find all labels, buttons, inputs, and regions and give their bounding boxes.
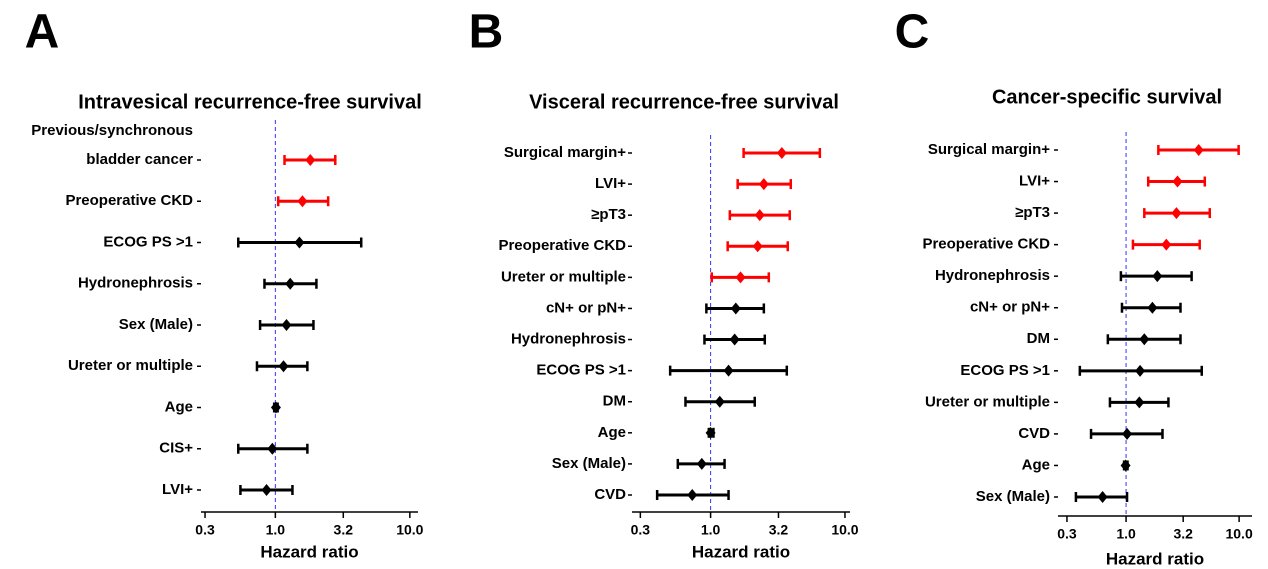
point-estimate <box>735 271 746 284</box>
point-estimate <box>1122 427 1133 440</box>
panel-letter: A <box>25 6 60 59</box>
row-label: DM <box>1027 330 1050 347</box>
row-label: Preoperative CKD <box>65 192 193 209</box>
point-estimate <box>278 360 289 373</box>
point-estimate <box>1120 459 1131 472</box>
point-estimate <box>281 319 292 331</box>
point-estimate <box>1135 364 1146 377</box>
row-label: Sex (Male) <box>976 488 1050 505</box>
row-label: Preoperative CKD <box>922 236 1050 253</box>
point-estimate <box>776 147 787 159</box>
row-label: ECOG PS >1 <box>960 362 1050 379</box>
point-estimate <box>261 484 272 496</box>
row-label: ≥pT3 <box>591 206 626 223</box>
row-label: CVD <box>594 486 626 503</box>
row-label: Surgical margin+ <box>928 141 1050 158</box>
row-label: cN+ or pN+ <box>970 299 1050 316</box>
point-estimate <box>1172 175 1183 188</box>
row-label: ≥pT3 <box>1015 204 1050 221</box>
row-label: LVI+ <box>595 175 626 192</box>
x-tick-label: 10.0 <box>396 522 423 538</box>
point-estimate <box>1097 491 1108 503</box>
point-estimate <box>285 277 296 290</box>
x-axis-label: Hazard ratio <box>1106 549 1204 568</box>
point-estimate <box>723 364 734 377</box>
row-label: ECOG PS >1 <box>103 233 193 250</box>
x-tick-label: 0.3 <box>1057 526 1077 542</box>
x-tick-label: 10.0 <box>1225 526 1252 542</box>
panel-title: Visceral recurrence-free survival <box>529 91 839 113</box>
point-estimate <box>1134 396 1145 409</box>
row-label: Ureter or multiple <box>501 268 626 285</box>
x-tick-label: 1.0 <box>1116 526 1136 542</box>
panel-title: Cancer-specific survival <box>992 86 1222 108</box>
point-estimate <box>267 442 278 455</box>
row-label: Hydronephrosis <box>78 275 193 292</box>
panel-letter: C <box>895 6 930 59</box>
point-estimate <box>752 240 763 253</box>
row-label: Previous/synchronous bladder cancer <box>31 122 193 168</box>
row-label: LVI+ <box>162 481 193 498</box>
row-label: Sex (Male) <box>119 316 193 333</box>
point-estimate <box>758 178 769 191</box>
row-label: CVD <box>1018 425 1050 442</box>
x-axis-label: Hazard ratio <box>260 542 358 561</box>
x-tick-label: 10.0 <box>831 522 858 538</box>
row-label: Surgical margin+ <box>504 144 626 161</box>
x-tick-label: 1.0 <box>266 522 286 538</box>
x-axis-label: Hazard ratio <box>692 542 790 561</box>
point-estimate <box>1152 270 1163 283</box>
point-estimate <box>730 302 741 315</box>
row-label: Hydronephrosis <box>935 267 1050 284</box>
row-label: Preoperative CKD <box>498 237 626 254</box>
point-estimate <box>294 236 305 249</box>
point-estimate <box>297 195 308 208</box>
point-estimate <box>1139 333 1150 346</box>
x-tick-label: 1.0 <box>701 522 721 538</box>
x-tick-label: 3.2 <box>1173 526 1193 542</box>
x-tick-label: 0.3 <box>195 522 215 538</box>
row-label: LVI+ <box>1019 173 1050 190</box>
row-label: ECOG PS >1 <box>536 362 626 379</box>
point-estimate <box>1161 238 1172 251</box>
point-estimate <box>714 395 725 408</box>
point-estimate <box>687 489 698 501</box>
row-label: DM <box>603 393 626 410</box>
panel-title: Intravesical recurrence-free survival <box>78 91 422 113</box>
row-label: Age <box>165 398 193 415</box>
row-label: CIS+ <box>159 440 193 457</box>
x-tick-label: 0.3 <box>631 522 651 538</box>
row-label: Hydronephrosis <box>511 331 626 348</box>
point-estimate <box>705 426 716 439</box>
point-estimate <box>305 154 316 166</box>
point-estimate <box>754 209 765 222</box>
point-estimate <box>270 401 281 414</box>
row-label: cN+ or pN+ <box>546 299 626 316</box>
point-estimate <box>1193 144 1204 156</box>
point-estimate <box>696 457 707 470</box>
x-tick-label: 3.2 <box>334 522 354 538</box>
point-estimate <box>1171 207 1182 220</box>
point-estimate <box>1147 301 1158 314</box>
row-label: Age <box>1022 456 1050 473</box>
point-estimate <box>729 333 740 346</box>
row-label: Ureter or multiple <box>68 357 193 374</box>
x-tick-label: 3.2 <box>769 522 789 538</box>
row-label: Age <box>598 424 626 441</box>
panel-letter: B <box>469 6 504 59</box>
row-label: Sex (Male) <box>552 455 626 472</box>
row-label: Ureter or multiple <box>925 393 1050 410</box>
